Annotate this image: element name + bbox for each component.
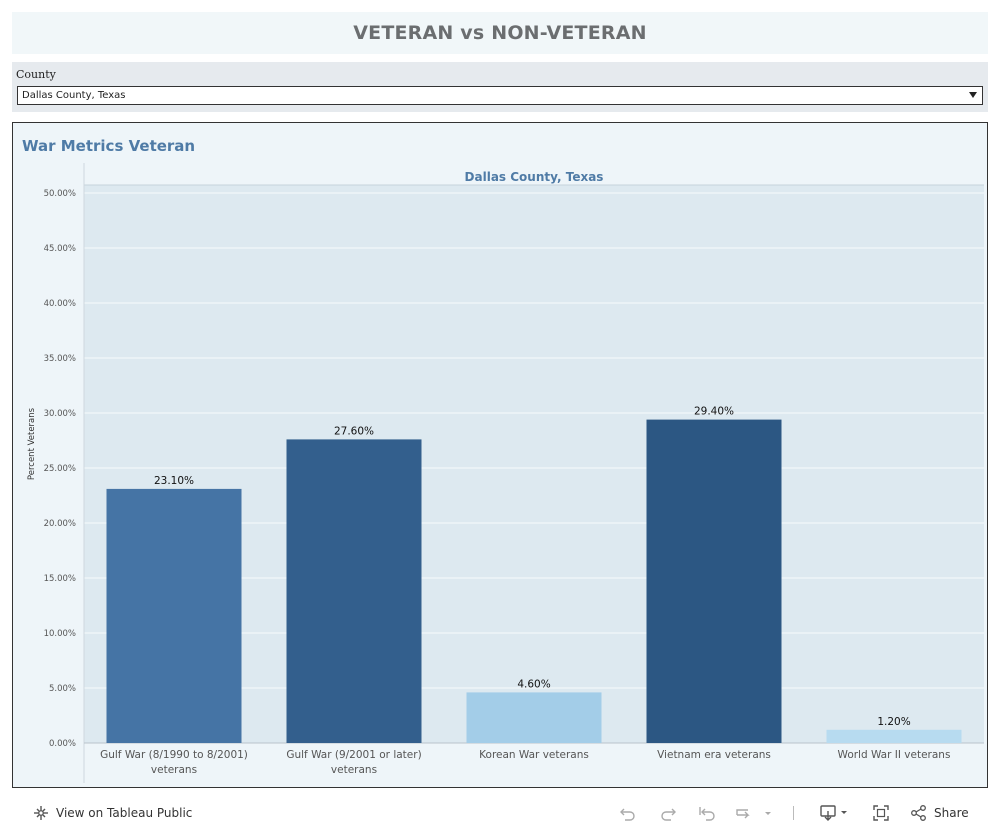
dashboard-title-bar: VETERAN vs NON-VETERAN bbox=[12, 12, 988, 54]
x-tick-label: Vietnam era veterans bbox=[657, 749, 771, 761]
y-tick-label: 15.00% bbox=[44, 574, 76, 584]
y-tick-label: 25.00% bbox=[44, 464, 76, 474]
x-tick-label: veterans bbox=[151, 764, 197, 776]
bar bbox=[286, 439, 422, 743]
chart-panel: War Metrics Veteran Dallas County, Texas… bbox=[12, 122, 988, 788]
bar-value-label: 29.40% bbox=[694, 406, 734, 418]
share-icon bbox=[911, 805, 926, 821]
pane-subtitle: Dallas County, Texas bbox=[465, 170, 604, 184]
page-title: VETERAN vs NON-VETERAN bbox=[353, 22, 647, 44]
undo-icon bbox=[620, 808, 635, 821]
bar-value-label: 1.20% bbox=[877, 716, 910, 728]
county-filter: County Dallas County, Texas bbox=[12, 62, 988, 112]
download-icon bbox=[820, 805, 847, 821]
y-tick-label: 5.00% bbox=[49, 684, 76, 694]
fullscreen-button[interactable] bbox=[871, 802, 891, 824]
x-tick-label: Gulf War (8/1990 to 8/2001) bbox=[100, 749, 248, 761]
y-tick-label: 20.00% bbox=[44, 519, 76, 529]
filter-label: County bbox=[16, 68, 56, 81]
y-tick-label: 30.00% bbox=[44, 409, 76, 419]
county-dropdown[interactable]: Dallas County, Texas bbox=[17, 86, 983, 105]
y-tick-label: 10.00% bbox=[44, 629, 76, 639]
chart-title: War Metrics Veteran bbox=[22, 137, 196, 155]
share-button[interactable]: Share bbox=[910, 802, 969, 824]
refresh-button[interactable] bbox=[733, 802, 773, 824]
bar bbox=[646, 419, 782, 743]
y-tick-label: 50.00% bbox=[44, 189, 76, 199]
bar bbox=[106, 488, 242, 743]
y-axis-title: Percent Veterans bbox=[27, 407, 37, 480]
y-tick-label: 0.00% bbox=[49, 739, 76, 749]
share-label: Share bbox=[934, 806, 969, 820]
undo-button[interactable] bbox=[618, 802, 638, 824]
redo-button[interactable] bbox=[658, 802, 678, 824]
dropdown-arrow-icon[interactable] bbox=[969, 92, 977, 98]
tableau-logo-icon bbox=[34, 806, 48, 820]
bar-value-label: 23.10% bbox=[154, 475, 194, 487]
view-on-tableau-label: View on Tableau Public bbox=[56, 806, 193, 820]
x-tick-label: Gulf War (9/2001 or later) bbox=[286, 749, 421, 761]
x-tick-label: World War II veterans bbox=[838, 749, 951, 761]
bar-value-label: 4.60% bbox=[517, 678, 550, 690]
download-button[interactable] bbox=[819, 802, 851, 824]
revert-button[interactable] bbox=[697, 802, 717, 824]
refresh-icon bbox=[736, 809, 771, 819]
footer-toolbar: View on Tableau Public bbox=[0, 796, 1000, 827]
bar-chart: Dallas County, Texas 0.00% 5.00% 10.00% 15.0… bbox=[27, 163, 984, 783]
county-dropdown-value: Dallas County, Texas bbox=[22, 90, 126, 101]
revert-icon bbox=[699, 807, 715, 821]
fullscreen-icon bbox=[873, 805, 889, 821]
redo-icon bbox=[661, 808, 676, 821]
y-tick-label: 35.00% bbox=[44, 354, 76, 364]
x-tick-label: veterans bbox=[331, 764, 377, 776]
bar-value-label: 27.60% bbox=[334, 425, 374, 437]
x-tick-label: Korean War veterans bbox=[479, 749, 589, 761]
bar bbox=[826, 729, 962, 743]
view-on-tableau-link[interactable]: View on Tableau Public bbox=[33, 805, 192, 821]
toolbar-divider bbox=[793, 802, 794, 824]
pane-header bbox=[84, 167, 984, 185]
y-tick-label: 45.00% bbox=[44, 244, 76, 254]
bar bbox=[466, 692, 602, 743]
y-tick-label: 40.00% bbox=[44, 299, 76, 309]
